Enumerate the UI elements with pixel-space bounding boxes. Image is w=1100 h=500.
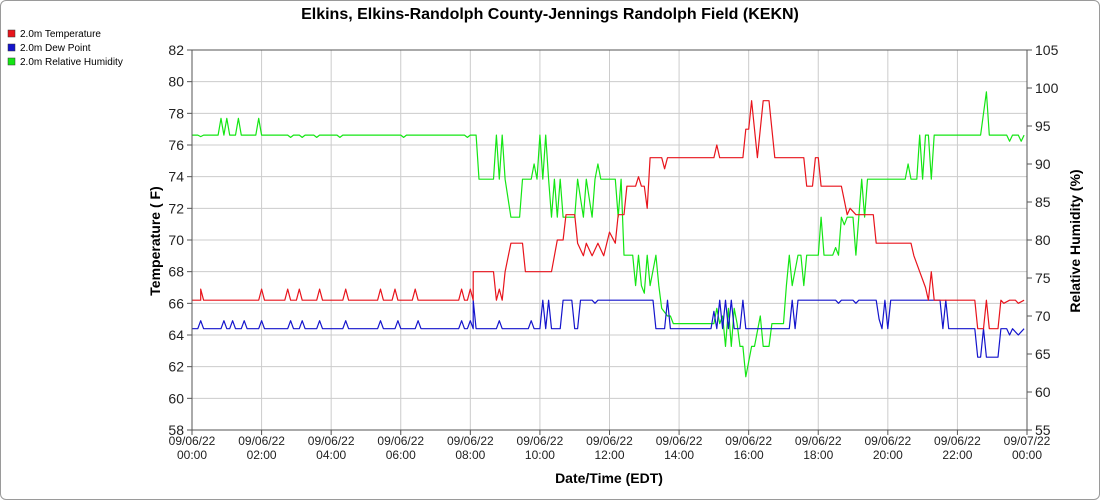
legend-swatch-temperature	[7, 29, 16, 38]
x-tick-label-date: 09/06/22	[725, 434, 772, 448]
x-tick-label-time: 08:00	[455, 448, 485, 462]
y2-tick-label: 90	[1035, 156, 1051, 172]
y2-tick-label: 60	[1035, 384, 1051, 400]
x-tick-label-time: 00:00	[177, 448, 207, 462]
y-tick-label: 68	[168, 264, 184, 280]
x-tick-label-time: 20:00	[873, 448, 903, 462]
legend: 2.0m Temperature 2.0m Dew Point 2.0m Rel…	[7, 29, 123, 68]
x-tick-label-date: 09/06/22	[656, 434, 703, 448]
y2-tick-label: 65	[1035, 346, 1051, 362]
x-tick-label-date: 09/06/22	[795, 434, 842, 448]
x-tick-label-time: 12:00	[594, 448, 624, 462]
legend-label-dew-point: 2.0m Dew Point	[20, 43, 91, 54]
x-tick-label-date: 09/06/22	[586, 434, 633, 448]
y-tick-label: 70	[168, 232, 184, 248]
y2-tick-label: 75	[1035, 270, 1051, 286]
x-tick-label-time: 04:00	[316, 448, 346, 462]
y-tick-label: 76	[168, 137, 184, 153]
y-tick-label: 74	[168, 169, 184, 185]
grid-lines	[191, 49, 1028, 431]
y-tick-label: 80	[168, 74, 184, 90]
x-tick-label-time: 00:00	[1012, 448, 1042, 462]
y2-tick-label: 70	[1035, 308, 1051, 324]
chart-title: Elkins, Elkins-Randolph County-Jennings …	[301, 6, 799, 23]
x-tick-label-time: 18:00	[803, 448, 833, 462]
y-tick-label: 66	[168, 295, 184, 311]
x-tick-label-time: 22:00	[942, 448, 972, 462]
x-tick-label-date: 09/06/22	[169, 434, 216, 448]
x-axis-label: Date/Time (EDT)	[555, 470, 663, 486]
y-tick-label: 72	[168, 200, 184, 216]
x-tick-label-date: 09/06/22	[447, 434, 494, 448]
y-tick-label: 62	[168, 359, 184, 375]
legend-swatch-dew-point	[7, 43, 16, 52]
y-axis-label-left: Temperature ( F)	[147, 186, 163, 295]
series-line-dew-point	[192, 299, 1025, 358]
legend-label-temperature: 2.0m Temperature	[20, 29, 101, 40]
x-tick-label-time: 10:00	[525, 448, 555, 462]
y2-tick-label: 85	[1035, 194, 1051, 210]
x-tick-label-time: 06:00	[386, 448, 416, 462]
y-tick-label: 64	[168, 327, 184, 343]
legend-label-relative-humidity: 2.0m Relative Humidity	[20, 57, 123, 68]
y2-tick-label: 80	[1035, 232, 1051, 248]
legend-swatch-relative-humidity	[7, 57, 16, 66]
y-tick-label: 78	[168, 105, 184, 121]
y2-tick-label: 105	[1035, 42, 1059, 58]
y-tick-label: 58	[168, 422, 184, 438]
y-axis-label-right: Relative Humidity (%)	[1067, 169, 1083, 312]
x-tick-label-date: 09/06/22	[238, 434, 285, 448]
x-tick-label-date: 09/06/22	[864, 434, 911, 448]
y2-tick-label: 55	[1035, 422, 1051, 438]
x-tick-label-date: 09/06/22	[517, 434, 564, 448]
series-line-temperature	[192, 100, 1025, 330]
x-tick-label-date: 09/06/22	[308, 434, 355, 448]
axis-ticks: 58 60 62 64 66 68 70 72 74 76 78 80 82 55 60 65 70 75 80 85…	[168, 42, 1058, 462]
y2-tick-label: 95	[1035, 118, 1051, 134]
series-layer	[192, 91, 1025, 378]
x-tick-label-time: 16:00	[734, 448, 764, 462]
x-tick-label-date: 09/07/22	[1004, 434, 1051, 448]
y-tick-label: 60	[168, 390, 184, 406]
x-tick-label-date: 09/06/22	[377, 434, 424, 448]
x-tick-label-date: 09/06/22	[934, 434, 981, 448]
y2-tick-label: 100	[1035, 80, 1059, 96]
x-tick-label-time: 02:00	[247, 448, 277, 462]
y-tick-label: 82	[168, 42, 184, 58]
x-tick-label-time: 14:00	[664, 448, 694, 462]
series-line-relative-humidity	[192, 91, 1025, 378]
